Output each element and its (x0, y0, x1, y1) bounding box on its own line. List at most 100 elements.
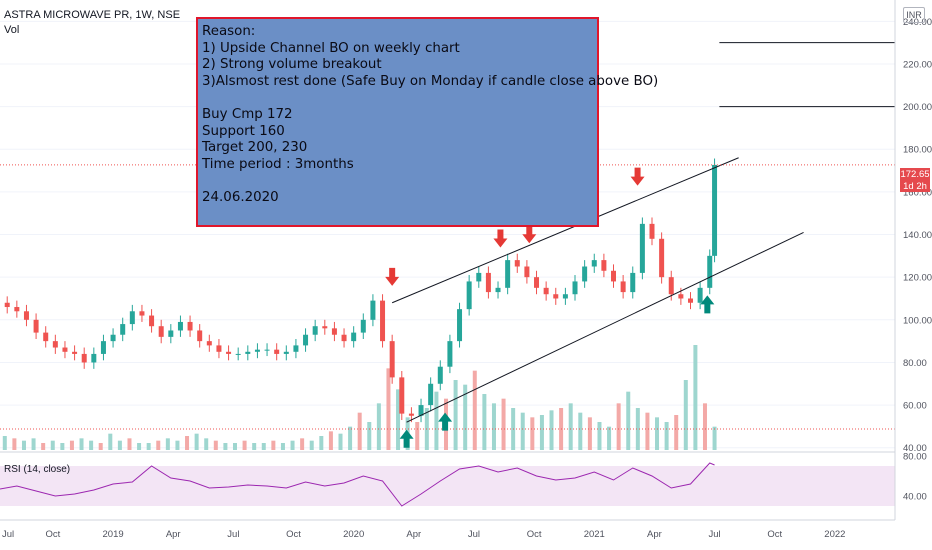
volume-bar (156, 440, 161, 450)
x-tick-label: 2020 (343, 529, 364, 540)
volume-bar (645, 412, 650, 450)
candle-body (216, 345, 222, 352)
candle-body (120, 324, 126, 335)
rsi-tick-label: 80.00 (903, 452, 927, 463)
candle-body (254, 349, 260, 352)
x-tick-label: Oct (46, 529, 61, 540)
volume-bar (328, 431, 333, 450)
y-tick-label: 160.00 (903, 187, 932, 198)
candle-body (572, 281, 578, 295)
note-line (202, 173, 593, 190)
candle-body (206, 341, 212, 346)
y-tick-label: 120.00 (903, 273, 932, 284)
y-tick-label: 60.00 (903, 401, 927, 412)
volume-bar (175, 440, 180, 450)
volume-bar (280, 443, 285, 450)
candle-body (687, 298, 693, 303)
x-tick-label: Apr (406, 529, 421, 540)
candle-body (149, 315, 155, 327)
candle-body (457, 309, 463, 342)
y-tick-label: 100.00 (903, 315, 932, 326)
rsi-label: RSI (14, close) (4, 464, 71, 475)
candle-body (485, 272, 491, 293)
candle-body (437, 366, 443, 384)
candle-body (187, 321, 193, 331)
volume-bar (357, 412, 362, 450)
y-tick-label: 220.00 (903, 59, 932, 70)
note-line: Support 160 (202, 123, 285, 139)
volume-bar (261, 443, 266, 450)
candle-body (630, 272, 636, 293)
trade-note: Reason: 1) Upside Channel BO on weekly c… (196, 17, 658, 227)
volume-bar (655, 417, 660, 450)
up-arrow-icon (399, 429, 414, 448)
volume-bar (453, 380, 458, 450)
candle-body (514, 260, 520, 267)
volume-bar (89, 440, 94, 450)
volume-bar (568, 403, 573, 450)
volume-bar (185, 436, 190, 450)
volume-bar (491, 403, 496, 450)
candle-body (158, 326, 164, 337)
volume-bar (223, 443, 228, 450)
volume-bar (376, 403, 381, 450)
x-tick-label: Jul (468, 529, 480, 540)
candle-body (293, 345, 299, 352)
candle-body (264, 349, 270, 351)
candle-body (235, 353, 241, 355)
x-tick-label: Oct (286, 529, 301, 540)
volume-bar (348, 426, 353, 450)
down-arrow-icon (385, 267, 400, 286)
volume-bar (626, 391, 631, 450)
note-line: 1) Upside Channel BO on weekly chart (202, 40, 460, 56)
volume-bar (204, 438, 209, 450)
candle-body (331, 328, 337, 335)
volume-bar (98, 443, 103, 450)
candle-body (303, 334, 309, 346)
candle-body (43, 332, 49, 342)
volume-bar (79, 438, 84, 450)
note-line: Time period : 3months (202, 156, 354, 172)
note-line (202, 90, 593, 107)
down-arrow-icon (493, 229, 508, 248)
candle-body (428, 383, 434, 406)
candle-body (322, 326, 328, 329)
rsi-panel (0, 451, 895, 507)
x-tick-label: Jul (708, 529, 720, 540)
candle-body (466, 281, 472, 310)
volume-bar (271, 440, 276, 450)
candle-body (274, 349, 280, 354)
note-line: Buy Cmp 172 (202, 106, 293, 122)
candle-body (601, 260, 607, 271)
x-tick-label: Apr (647, 529, 662, 540)
volume-bar (252, 443, 257, 450)
candle-body (72, 351, 78, 354)
candle-body (197, 330, 203, 342)
volume-bar (415, 422, 420, 450)
candle-body (678, 294, 684, 299)
candle-body (389, 341, 395, 378)
x-tick-label: 2022 (824, 529, 845, 540)
rsi-line (0, 462, 715, 507)
volume-bar (338, 433, 343, 450)
volume-bar (597, 422, 602, 450)
candle-body (168, 330, 174, 337)
candle-body (23, 311, 29, 320)
volume-bar (482, 394, 487, 450)
candle-body (659, 238, 665, 278)
y-tick-label: 180.00 (903, 145, 932, 156)
volume-bar (69, 440, 74, 450)
candle-body (91, 353, 97, 363)
candle-body (177, 321, 183, 331)
candle-body (620, 281, 626, 293)
candle-body (226, 351, 232, 354)
currency-button[interactable]: INR (903, 7, 925, 23)
candle-body (351, 332, 357, 342)
volume-bar (616, 403, 621, 450)
volume-bar (501, 398, 506, 450)
volume-bar (31, 438, 36, 450)
candle-body (408, 413, 414, 416)
volume-bar (664, 422, 669, 450)
